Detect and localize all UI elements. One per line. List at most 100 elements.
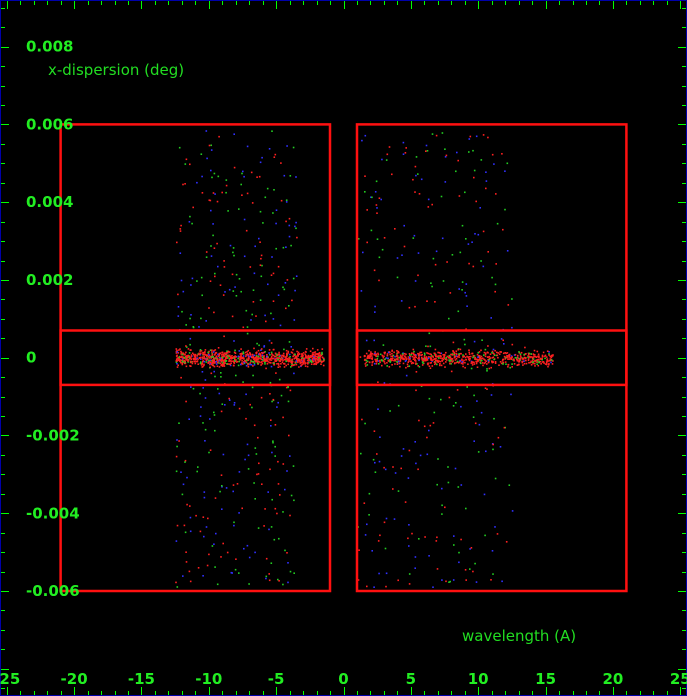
data-point [248, 356, 250, 358]
data-point [245, 356, 247, 358]
data-point [214, 430, 216, 432]
data-point [397, 357, 399, 359]
data-point [453, 351, 455, 353]
data-point [192, 363, 194, 365]
data-point [399, 357, 401, 359]
data-point [263, 355, 265, 357]
data-point [431, 286, 433, 288]
data-point [501, 363, 503, 365]
data-point [384, 237, 386, 239]
data-point [220, 372, 222, 374]
data-point [229, 399, 231, 401]
data-point [284, 289, 286, 291]
data-point [491, 394, 493, 396]
data-point [417, 173, 419, 175]
data-point [315, 359, 317, 361]
data-point [366, 353, 368, 355]
data-point [427, 150, 429, 152]
x-tick-label: -25 [0, 670, 20, 688]
data-point [471, 368, 473, 370]
data-point [399, 363, 401, 365]
x-tick-label: -10 [195, 670, 222, 688]
data-point [484, 352, 486, 354]
data-point [471, 362, 473, 364]
data-point [277, 402, 279, 404]
data-point [415, 556, 417, 558]
data-point [517, 355, 519, 357]
data-point [239, 361, 241, 363]
data-point [485, 188, 487, 190]
data-point [249, 557, 251, 559]
data-point [546, 359, 548, 361]
data-point [217, 388, 219, 390]
data-point [202, 352, 204, 354]
data-point [179, 359, 181, 361]
data-point [184, 183, 186, 185]
data-point [293, 147, 295, 149]
data-point [278, 266, 280, 268]
data-point [487, 356, 489, 358]
data-point [438, 360, 440, 362]
data-point [214, 193, 216, 195]
data-point [203, 364, 205, 366]
data-point [210, 210, 212, 212]
data-point [269, 359, 271, 361]
data-point [518, 364, 520, 366]
data-point [301, 362, 303, 364]
data-point [193, 388, 195, 390]
data-point [392, 488, 394, 490]
data-point [438, 357, 440, 359]
data-point [465, 579, 467, 581]
data-point [190, 284, 192, 286]
data-point [483, 134, 485, 136]
data-point [532, 363, 534, 365]
data-point [505, 361, 507, 363]
data-point [262, 356, 264, 358]
data-point [191, 354, 193, 356]
data-point [270, 425, 272, 427]
data-point [287, 387, 289, 389]
x-tick-label: 20 [602, 670, 623, 688]
data-point [267, 363, 269, 365]
data-point [202, 371, 204, 373]
data-point [283, 247, 285, 249]
data-point [275, 424, 277, 426]
data-point [283, 356, 285, 358]
data-point [383, 467, 385, 469]
data-point [283, 353, 285, 355]
data-point [286, 355, 288, 357]
data-point [370, 351, 372, 353]
data-point [193, 354, 195, 356]
data-point [222, 403, 224, 405]
data-point [302, 354, 304, 356]
data-point [465, 359, 467, 361]
data-point [459, 356, 461, 358]
x-tick-label: -5 [268, 670, 285, 688]
data-point [260, 211, 262, 213]
data-point [271, 499, 273, 501]
data-point [314, 363, 316, 365]
data-point [286, 350, 288, 352]
data-point [286, 387, 288, 389]
data-point [226, 487, 228, 489]
data-point [220, 284, 222, 286]
data-point [255, 447, 257, 449]
data-point [360, 453, 362, 455]
data-point [524, 357, 526, 359]
data-point [189, 216, 191, 218]
data-point [456, 350, 458, 352]
data-point [415, 463, 417, 465]
data-point [213, 371, 215, 373]
data-point [217, 584, 219, 586]
data-point [238, 365, 240, 367]
data-point [537, 351, 539, 353]
data-point [480, 363, 482, 365]
data-point [543, 352, 545, 354]
data-point [492, 550, 494, 552]
data-point [178, 422, 180, 424]
data-point [461, 361, 463, 363]
data-point [493, 418, 495, 420]
data-point [246, 351, 248, 353]
data-point [207, 565, 209, 567]
data-point [250, 266, 252, 268]
